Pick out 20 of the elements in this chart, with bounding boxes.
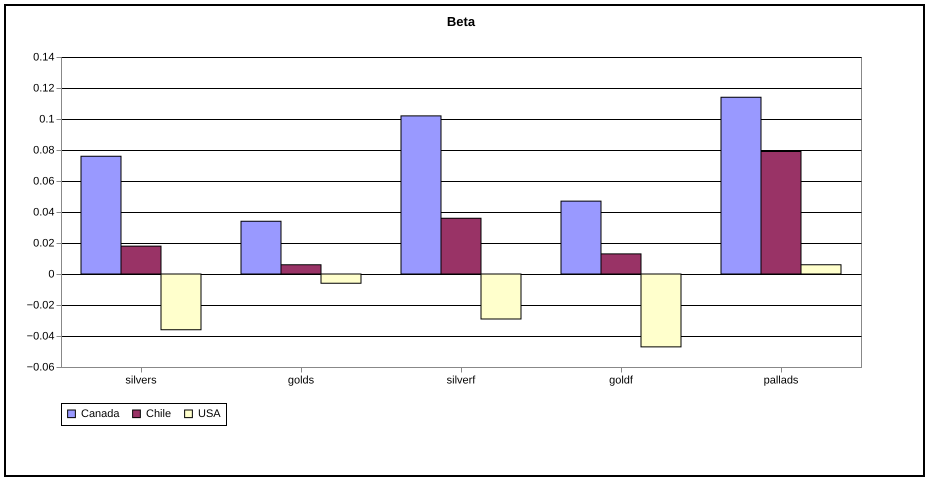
y-tick-label: 0.02 bbox=[33, 238, 54, 250]
y-tick-label: 0.12 bbox=[33, 82, 54, 94]
legend-label: USA bbox=[198, 408, 222, 420]
x-tick-label: silverf bbox=[446, 374, 476, 386]
y-tick-label: 0.06 bbox=[33, 176, 54, 188]
x-tick-label: pallads bbox=[764, 374, 799, 386]
y-tick-label: 0.08 bbox=[33, 144, 54, 156]
y-tick-label: 0 bbox=[48, 268, 54, 280]
x-tick-label: goldf bbox=[609, 374, 634, 386]
y-tick-label: −0.02 bbox=[26, 300, 54, 312]
y-tick-label: 0.1 bbox=[39, 114, 54, 126]
y-tick-label: −0.06 bbox=[26, 362, 54, 374]
x-tick-label: silvers bbox=[125, 374, 158, 386]
legend-label: Canada bbox=[81, 408, 120, 420]
y-tick-label: −0.04 bbox=[26, 330, 54, 342]
chart-title: Beta bbox=[446, 14, 476, 29]
x-tick-label: golds bbox=[288, 374, 315, 386]
legend-label: Chile bbox=[146, 408, 172, 420]
y-tick-label: 0.04 bbox=[33, 206, 54, 218]
y-tick-label: 0.14 bbox=[33, 52, 54, 64]
